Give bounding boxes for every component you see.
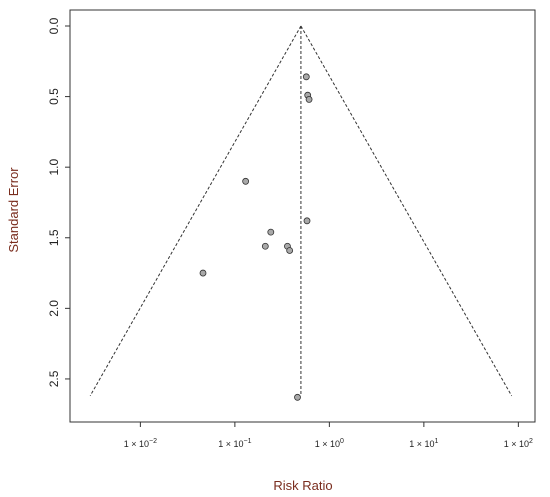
data-point — [261, 242, 269, 250]
x-axis: 1 × 10−2 1 × 10−1 1 × 100 1 × 101 1 × 102 — [124, 422, 533, 449]
data-point — [267, 228, 275, 236]
data-point — [303, 217, 311, 225]
x-tick-label: 1 × 100 — [315, 438, 344, 449]
y-axis: 0.0 0.5 1.0 1.5 2.0 2.5 — [47, 17, 70, 387]
points-layer — [199, 73, 313, 401]
y-tick-label: 0.0 — [47, 17, 61, 34]
plot-frame — [69, 9, 536, 423]
x-axis-label: Risk Ratio — [273, 478, 332, 493]
y-tick-label: 2.0 — [47, 300, 61, 317]
x-tick-label: 1 × 10−1 — [218, 438, 251, 449]
data-point — [199, 269, 207, 277]
data-point — [294, 393, 301, 401]
data-point — [242, 177, 250, 185]
data-point — [305, 96, 313, 103]
data-point — [302, 73, 310, 81]
funnel-left-line — [89, 25, 302, 397]
x-tick-label: 1 × 10−2 — [124, 438, 157, 449]
y-tick-label: 0.5 — [47, 88, 61, 105]
funnel-right-line — [300, 25, 513, 397]
x-tick-label: 1 × 102 — [504, 438, 533, 449]
y-tick-label: 2.5 — [47, 370, 61, 387]
y-tick-label: 1.0 — [47, 159, 61, 176]
y-axis-label: Standard Error — [6, 167, 21, 253]
data-point — [286, 247, 294, 254]
funnel-layer — [89, 25, 513, 397]
y-tick-label: 1.5 — [47, 229, 61, 246]
x-tick-label: 1 × 101 — [409, 438, 438, 449]
